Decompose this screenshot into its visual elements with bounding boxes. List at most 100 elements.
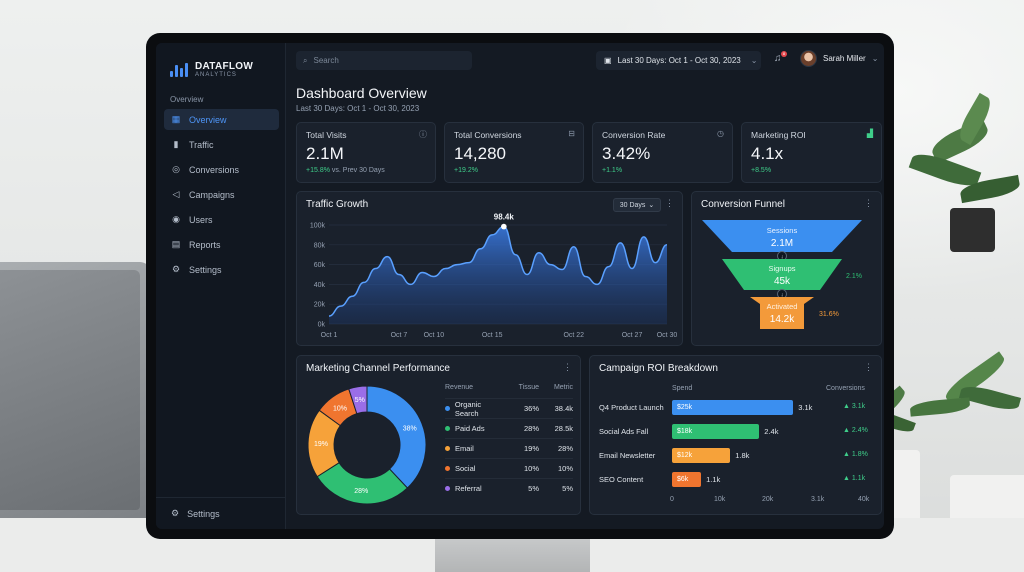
channel-name: Social — [455, 464, 476, 473]
kpi-delta: +15.8% vs. Prev 30 Days — [306, 167, 385, 174]
more-options-icon[interactable]: ⋮ — [864, 362, 873, 372]
date-range-picker[interactable]: ▣ Last 30 Days: Oct 1 - Oct 30, 2023 ⌄ — [596, 51, 761, 70]
megaphone-icon: ◁ — [172, 189, 180, 199]
more-options-icon[interactable]: ⋮ — [665, 198, 674, 208]
legend-dot — [445, 466, 450, 471]
channel-name: Email — [455, 444, 474, 453]
page-title: Dashboard Overview — [296, 85, 427, 101]
conversion-value: 3.1k — [798, 403, 813, 412]
user-name: Sarah Miller — [823, 54, 866, 63]
sidebar-footer-settings[interactable]: ⚙ Settings — [156, 497, 286, 529]
funnel-chart: Sessions 2.1M ↓ Signups 45k 2.1% ↓ Activ… — [702, 220, 862, 329]
spend-bar: $12k — [672, 448, 731, 463]
card-title: Traffic Growth — [306, 199, 369, 210]
brand-name: DATAFLOW — [195, 61, 254, 72]
table-row[interactable]: Social Ads Fall $18k 2.4k ▲ 2.4% — [599, 424, 869, 440]
campaign-name: SEO Content — [599, 475, 644, 484]
gear-icon: ⚙ — [171, 508, 180, 518]
slice-label: 10% — [333, 405, 347, 412]
funnel-stage-sessions — [702, 220, 862, 252]
table-row[interactable]: SEO Content $6k 1.1k ▲ 1.1k — [599, 472, 869, 488]
sidebar: DATAFLOW ANALYTICS Overview ▦ Overview ▮… — [156, 43, 286, 529]
sidebar-item-users[interactable]: ◉ Users — [164, 209, 279, 230]
range-label: 30 Days — [619, 201, 646, 209]
conversion-delta: ▲ 1.1k — [843, 475, 866, 482]
brand-tagline: ANALYTICS — [195, 72, 237, 78]
column-header: Tissue — [518, 384, 539, 391]
gear-icon: ⚙ — [171, 264, 181, 274]
kpi-value: 14,280 — [454, 144, 506, 163]
axis-tick: 20k — [762, 496, 774, 503]
funnel-stage-value: 2.1M — [771, 238, 793, 249]
channel-donut-chart: 38% 28% 19% 10% 5% — [307, 385, 427, 505]
sidebar-item-label: Overview — [189, 114, 227, 125]
table-row[interactable]: Email Newsletter $12k 1.8k ▲ 1.8% — [599, 448, 869, 464]
table-row[interactable]: Organic Search 36% 38.4k — [445, 398, 573, 418]
sidebar-item-overview[interactable]: ▦ Overview — [164, 109, 279, 130]
document-icon: ▤ — [171, 239, 181, 249]
chevron-down-icon: ⌄ — [871, 54, 879, 63]
user-menu[interactable]: Sarah Miller ⌄ — [800, 50, 878, 67]
kpi-card-total-visits[interactable]: Total Visits ⓘ 2.1M +15.8% vs. Prev 30 D… — [296, 122, 436, 183]
search-input[interactable]: ⌕ Search — [296, 51, 472, 70]
info-icon[interactable]: ⓘ — [419, 130, 427, 139]
channel-share: 28% — [523, 424, 539, 433]
y-tick-label: 20k — [314, 302, 326, 309]
calendar-icon: ▣ — [604, 56, 612, 65]
sidebar-item-settings[interactable]: ⚙ Settings — [164, 259, 279, 280]
slice-label: 5% — [355, 397, 365, 404]
channel-name: Referral — [455, 484, 482, 493]
table-row[interactable]: Referral 5% 5% — [445, 478, 573, 498]
funnel-stage-label: Sessions — [767, 226, 798, 235]
funnel-stage-label: Activated — [767, 302, 798, 311]
bell-icon[interactable]: ♫ — [774, 53, 782, 64]
brand-logo[interactable]: DATAFLOW ANALYTICS — [170, 61, 253, 78]
kpi-value: 4.1x — [751, 144, 784, 163]
column-header: Revenue — [445, 384, 474, 391]
chevron-down-icon: ⌄ — [750, 56, 758, 65]
channel-metric: 38.4k — [554, 404, 573, 413]
legend-dot — [445, 406, 450, 411]
spend-bar: $25k — [672, 400, 794, 415]
range-dropdown[interactable]: 30 Days ⌄ — [613, 198, 661, 212]
table-row[interactable]: Social 10% 10% — [445, 458, 573, 478]
sidebar-item-campaigns[interactable]: ◁ Campaigns — [164, 184, 279, 205]
date-range-label: Last 30 Days: Oct 1 - Oct 30, 2023 — [617, 56, 741, 65]
kpi-card-conversion-rate[interactable]: Conversion Rate ◷ 3.42% +1.1% — [592, 122, 733, 183]
table-header: Revenue Tissue Metric — [445, 384, 573, 398]
kpi-delta-note: vs. Prev 30 Days — [331, 167, 385, 174]
more-options-icon[interactable]: ⋮ — [563, 362, 572, 372]
campaign-name: Social Ads Fall — [599, 427, 649, 436]
kpi-value: 3.42% — [602, 144, 651, 163]
channel-share: 36% — [523, 404, 539, 413]
laptop-screen-background — [0, 270, 140, 510]
potted-plant — [909, 330, 1024, 535]
legend-dot — [445, 426, 450, 431]
legend-dot — [445, 486, 450, 491]
kpi-card-marketing-roi[interactable]: Marketing ROI ▟ 4.1x +8.5% — [741, 122, 882, 183]
sidebar-item-reports[interactable]: ▤ Reports — [164, 234, 279, 255]
channel-share: 19% — [523, 444, 539, 453]
sidebar-item-label: Reports — [189, 239, 221, 250]
more-options-icon[interactable]: ⋮ — [864, 198, 873, 208]
traffic-area — [329, 226, 667, 324]
kpi-label: Total Conversions — [454, 130, 522, 140]
spend-header: Spend — [672, 385, 693, 392]
kpi-card-total-conversions[interactable]: Total Conversions ⊟ 14,280 +19.2% — [444, 122, 584, 183]
nav-section-label: Overview — [170, 95, 204, 104]
slice-label: 38% — [403, 426, 417, 433]
x-tick-label: Oct 30 — [657, 332, 678, 339]
trend-icon: ▟ — [866, 129, 873, 138]
logo-bars-icon — [170, 62, 188, 77]
table-row[interactable]: Email 19% 28% — [445, 438, 573, 458]
axis-tick: 10k — [714, 496, 726, 503]
table-row[interactable]: Paid Ads 28% 28.5k — [445, 418, 573, 438]
table-row[interactable]: Q4 Product Launch $25k 3.1k ▲ 3.1k — [599, 400, 869, 416]
channel-share: 5% — [528, 484, 539, 493]
sidebar-item-conversions[interactable]: ◎ Conversions — [164, 159, 279, 180]
channel-metric: 28.5k — [554, 424, 573, 433]
slice-label: 28% — [354, 488, 368, 495]
conversion-value: 1.1k — [706, 475, 721, 484]
sidebar-item-traffic[interactable]: ▮ Traffic — [164, 134, 279, 155]
arrow-down-icon: ↓ — [781, 255, 784, 261]
